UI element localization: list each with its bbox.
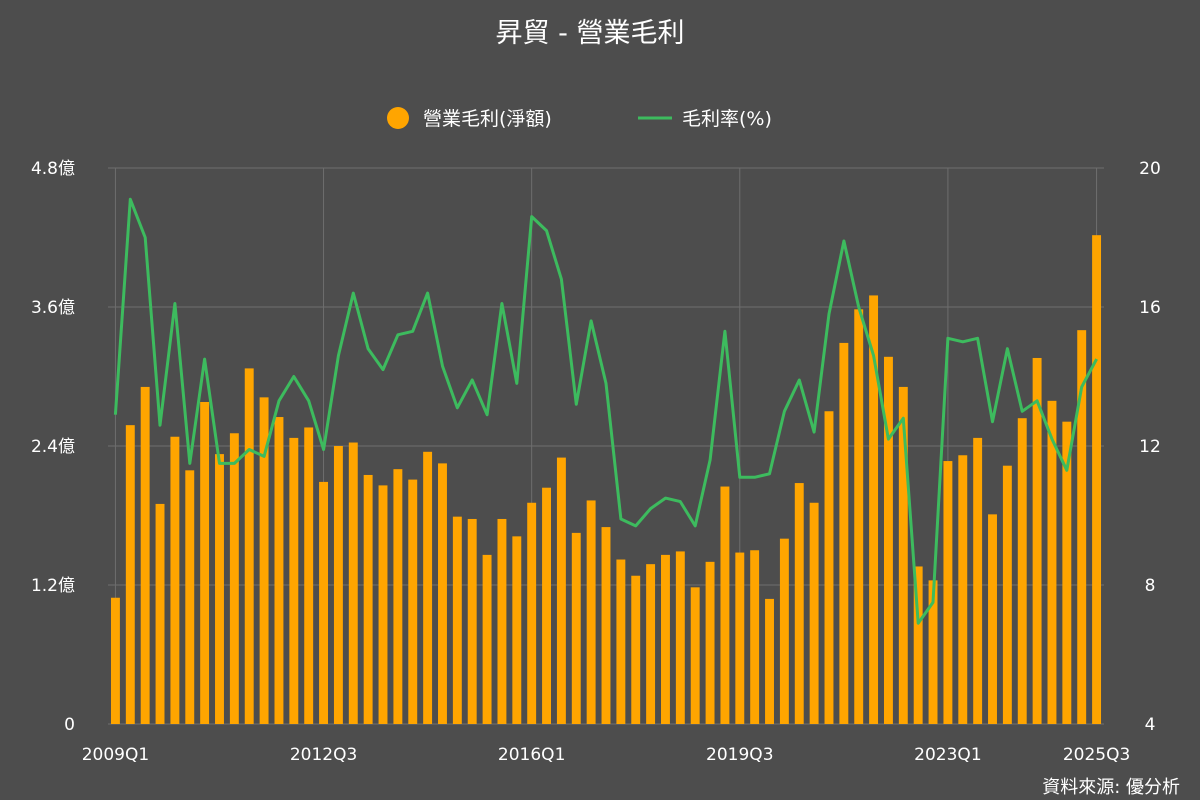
- bar-series: [110, 235, 1102, 724]
- bar-2017Q1: [586, 500, 596, 724]
- legend-bar-marker: [387, 107, 409, 129]
- bar-2023Q1: [943, 461, 953, 724]
- x-tick-label: 2019Q3: [706, 745, 773, 765]
- chart-title: 昇貿 - 營業毛利: [496, 18, 685, 49]
- bar-2024Q4: [1047, 400, 1057, 724]
- legend: 營業毛利(淨額) 毛利率(%): [387, 107, 772, 130]
- bar-2023Q4: [988, 514, 997, 724]
- bar-2025Q3: [1092, 235, 1102, 724]
- y-axis-right: 4 8 12 16 20: [1139, 159, 1161, 735]
- bar-2015Q1: [467, 518, 477, 724]
- x-tick-label: 2009Q1: [82, 745, 149, 765]
- bar-2023Q2: [958, 455, 968, 724]
- bar-2022Q2: [898, 386, 908, 724]
- bar-2025Q2: [1077, 330, 1087, 724]
- y-right-tick-label: 20: [1139, 159, 1161, 179]
- bar-2012Q1: [289, 437, 299, 724]
- bar-2012Q2: [304, 427, 314, 724]
- bar-2018Q1: [646, 564, 656, 724]
- bar-2020Q3: [794, 483, 804, 724]
- y-left-tick-label: 4.8億: [31, 159, 75, 179]
- bar-2017Q3: [616, 559, 626, 724]
- bar-2019Q1: [705, 561, 715, 724]
- bar-2010Q2: [185, 470, 195, 724]
- y-right-tick-label: 12: [1139, 437, 1161, 457]
- bar-2024Q2: [1017, 418, 1027, 724]
- bar-2025Q1: [1062, 421, 1072, 724]
- bar-2014Q1: [408, 479, 418, 724]
- bar-2022Q1: [883, 356, 893, 724]
- line-series: [113, 197, 1098, 625]
- y-right-tick-label: 4: [1145, 715, 1156, 735]
- bar-2013Q3: [378, 485, 388, 724]
- bar-2009Q4: [155, 503, 165, 724]
- y-axis-left: 0 1.2億 2.4億 3.6億 4.8億: [31, 159, 75, 735]
- bar-2022Q3: [913, 566, 923, 724]
- bar-2010Q3: [200, 401, 210, 724]
- bar-2013Q2: [363, 474, 373, 724]
- bar-2010Q1: [170, 436, 180, 724]
- bar-2009Q3: [140, 386, 150, 724]
- bar-2014Q2: [423, 451, 433, 724]
- bar-2018Q3: [675, 551, 685, 724]
- x-tick-label: 2023Q1: [914, 745, 981, 765]
- bar-2013Q1: [348, 442, 358, 724]
- bar-2021Q1: [824, 411, 834, 724]
- bar-2019Q3: [735, 552, 745, 724]
- bar-2024Q3: [1032, 357, 1042, 724]
- bar-2011Q1: [229, 433, 239, 724]
- bar-2013Q4: [393, 469, 403, 724]
- bar-2011Q3: [259, 397, 269, 724]
- bar-2015Q3: [497, 518, 507, 724]
- bar-2014Q4: [452, 516, 462, 724]
- margin-line: [113, 197, 1098, 625]
- bar-2022Q4: [928, 580, 938, 724]
- bar-2014Q3: [438, 463, 447, 724]
- legend-line-label: 毛利率(%): [682, 108, 772, 130]
- y-left-tick-label: 3.6億: [31, 298, 75, 318]
- bar-2023Q3: [973, 437, 983, 724]
- bar-2012Q4: [333, 446, 343, 724]
- bar-2019Q4: [750, 550, 760, 724]
- bar-2018Q4: [690, 587, 700, 724]
- bar-2011Q4: [274, 417, 284, 724]
- bar-2017Q4: [631, 575, 641, 724]
- bar-2016Q2: [542, 487, 551, 724]
- bar-2012Q3: [319, 481, 329, 724]
- bar-2020Q4: [809, 502, 819, 724]
- bar-2015Q4: [512, 536, 522, 724]
- bar-2016Q3: [556, 457, 566, 724]
- x-tick-label: 2012Q3: [290, 745, 357, 765]
- bar-2019Q2: [720, 486, 730, 724]
- bar-2016Q1: [527, 502, 537, 724]
- bar-2017Q2: [601, 527, 611, 724]
- x-tick-label: 2025Q3: [1063, 745, 1130, 765]
- bar-2020Q2: [779, 538, 789, 724]
- bar-2024Q1: [1002, 465, 1012, 724]
- y-left-tick-label: 0: [64, 715, 75, 735]
- bar-2018Q2: [661, 554, 670, 724]
- y-right-tick-label: 16: [1139, 298, 1161, 318]
- bar-2021Q3: [854, 309, 864, 724]
- bar-2021Q4: [869, 295, 879, 724]
- y-right-tick-label: 8: [1145, 576, 1156, 596]
- bar-2009Q1: [110, 597, 120, 724]
- y-left-tick-label: 2.4億: [31, 437, 75, 457]
- bar-2015Q2: [482, 554, 492, 724]
- bar-2010Q4: [215, 454, 224, 724]
- x-tick-label: 2016Q1: [498, 745, 565, 765]
- y-left-tick-label: 1.2億: [31, 576, 75, 596]
- source-note: 資料來源: 優分析: [1042, 777, 1180, 798]
- bar-2009Q2: [125, 425, 135, 724]
- bar-2011Q2: [244, 368, 254, 724]
- bar-2020Q1: [765, 598, 774, 724]
- bar-2016Q4: [571, 532, 581, 724]
- bar-2021Q2: [839, 342, 849, 724]
- x-axis: 2009Q1 2012Q3 2016Q1 2019Q3 2023Q1 2025Q3: [82, 745, 1131, 765]
- legend-bar-label: 營業毛利(淨額): [423, 108, 552, 130]
